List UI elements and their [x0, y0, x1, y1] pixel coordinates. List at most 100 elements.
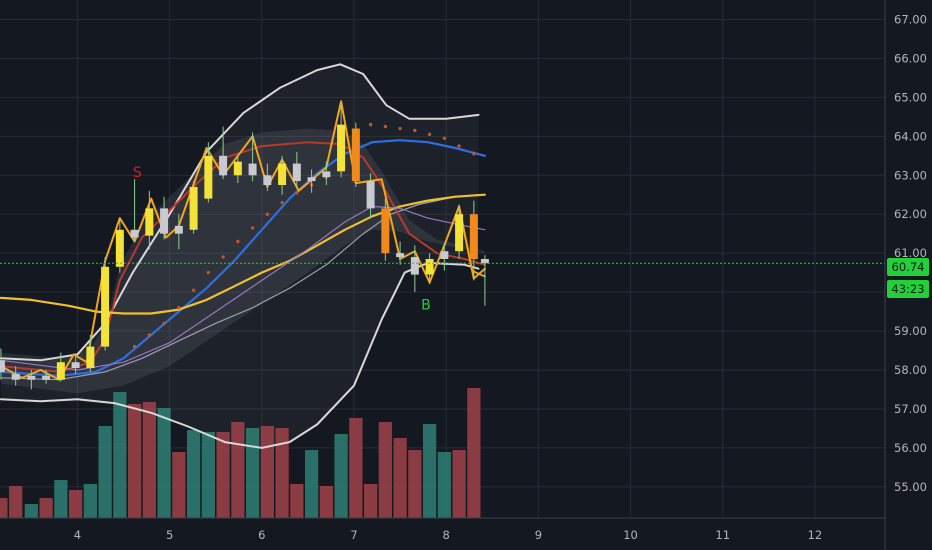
candle-body[interactable] — [11, 373, 20, 380]
volume-bar — [54, 480, 68, 518]
y-tick-label: 66.00 — [894, 51, 927, 65]
volume-bar — [39, 498, 53, 518]
sar-dot — [147, 333, 152, 337]
candle-body[interactable] — [71, 362, 80, 369]
volume-bar — [24, 504, 38, 518]
volume-bar — [452, 450, 466, 518]
cloud-band-fill — [0, 128, 485, 394]
volume-bar — [0, 498, 8, 518]
x-tick-label: 8 — [443, 528, 450, 542]
indicator-line-bb-mid — [0, 194, 480, 381]
volume-bar — [157, 408, 171, 518]
volume-bar — [290, 484, 304, 518]
sar-dot — [472, 152, 476, 156]
sar-dot — [250, 226, 255, 230]
candle-body[interactable] — [307, 177, 316, 182]
sar-dot — [162, 321, 166, 325]
candle-body[interactable] — [337, 124, 346, 172]
candle-body[interactable] — [396, 253, 405, 258]
volume-bar — [422, 424, 437, 518]
candle-body[interactable] — [160, 208, 169, 234]
countdown-badge: 43:23 — [887, 280, 929, 298]
candlesticks[interactable] — [0, 103, 489, 390]
candle-body[interactable] — [86, 346, 95, 369]
candle-body[interactable] — [189, 186, 198, 230]
candle-body[interactable] — [233, 161, 242, 176]
volume-bar — [467, 388, 481, 518]
x-tick-label: 11 — [715, 528, 730, 542]
volume-bar — [437, 452, 451, 518]
volume-bar — [304, 450, 319, 518]
sar-dot — [442, 136, 447, 140]
sar-dot — [206, 270, 211, 275]
x-tick-label: 7 — [350, 528, 357, 542]
candle-body[interactable] — [27, 375, 36, 380]
candle-body[interactable] — [204, 155, 213, 199]
candle-body[interactable] — [263, 175, 272, 185]
candle-body[interactable] — [248, 163, 257, 176]
volume-bar — [393, 438, 407, 518]
candle-body[interactable] — [145, 208, 154, 236]
signal-s: S — [133, 165, 142, 181]
y-tick-label: 62.00 — [894, 207, 927, 221]
sar-dot — [177, 305, 181, 310]
candle-body[interactable] — [425, 259, 434, 275]
candle-body[interactable] — [0, 360, 5, 372]
volume-bar — [68, 490, 83, 518]
candle-body[interactable] — [469, 214, 478, 259]
volume-bar — [127, 404, 142, 518]
candle-body[interactable] — [322, 171, 331, 178]
sar-dot — [221, 255, 225, 259]
candle-body[interactable] — [101, 266, 110, 347]
x-tick-label: 4 — [74, 528, 81, 542]
candle-body[interactable] — [410, 257, 419, 275]
y-tick-label: 57.00 — [894, 402, 927, 416]
sar-dot — [236, 239, 240, 244]
candle-body[interactable] — [366, 181, 375, 209]
sar-dot — [265, 212, 270, 216]
sar-dot — [191, 288, 196, 292]
candle-body[interactable] — [440, 251, 449, 259]
y-tick-label: 61.00 — [894, 246, 927, 260]
sar-dot — [413, 128, 417, 133]
volume-bar — [231, 422, 245, 518]
indicator-line-ma-purple — [0, 205, 486, 371]
x-tick-label: 6 — [258, 528, 265, 542]
candle-body[interactable] — [351, 128, 360, 182]
candle-body[interactable] — [115, 229, 124, 267]
volume-bar — [408, 450, 422, 518]
candle-body[interactable] — [292, 163, 301, 182]
candle-body[interactable] — [381, 208, 390, 254]
x-tick-label: 9 — [535, 528, 542, 542]
volume-bar — [334, 434, 348, 518]
candle-body[interactable] — [455, 214, 464, 252]
x-tick-label: 10 — [623, 528, 638, 542]
volume-bar — [9, 486, 23, 518]
y-tick-label: 55.00 — [894, 480, 927, 494]
candle-body[interactable] — [219, 155, 228, 176]
current-price-badge: 60.74 — [887, 258, 929, 276]
volume-bar — [186, 430, 201, 518]
candle-body[interactable] — [278, 163, 287, 185]
candle-body[interactable] — [130, 229, 139, 238]
candle-body[interactable] — [56, 362, 65, 380]
volume-bar — [319, 486, 333, 518]
signal-b: B — [421, 298, 431, 314]
candle-body[interactable] — [42, 375, 51, 380]
volume-bar — [216, 432, 230, 518]
indicator-bands — [0, 64, 485, 448]
candle-body[interactable] — [480, 259, 489, 264]
sar-dot — [132, 344, 137, 349]
volume-bar — [245, 428, 260, 518]
x-tick-label: 12 — [808, 528, 823, 542]
sar-dot — [398, 126, 402, 131]
sar-dot — [368, 122, 373, 127]
y-tick-label: 63.00 — [894, 168, 927, 182]
y-tick-label: 67.00 — [894, 12, 927, 26]
x-tick-label: 5 — [166, 528, 173, 542]
indicator-line-ema-blue — [0, 139, 486, 377]
volume-bar — [172, 452, 186, 518]
candle-body[interactable] — [174, 225, 183, 234]
